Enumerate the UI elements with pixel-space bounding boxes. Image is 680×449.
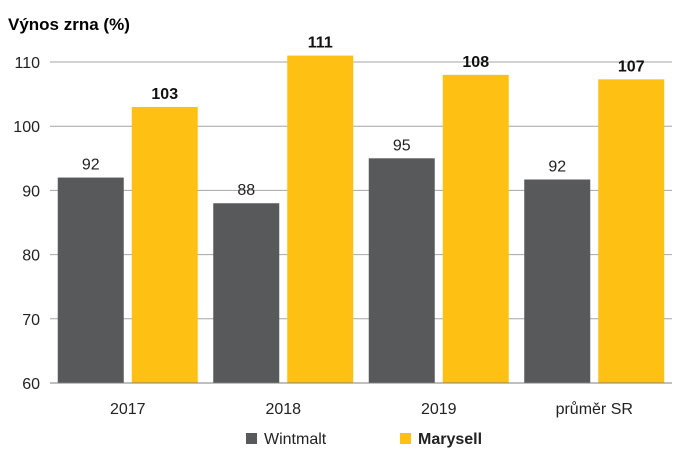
bars [57,55,665,384]
bar-marysell-3 [598,79,665,384]
bar-marysell-0 [131,106,198,383]
data-label-wintmalt-2: 95 [393,137,411,154]
legend: Wintmalt Marysell [246,431,482,448]
bar-wintmalt-2 [368,158,435,383]
x-tick-label: 2017 [110,401,146,418]
y-tick-label: 70 [22,312,40,329]
y-tick-label: 60 [22,376,40,393]
y-tick-label: 100 [13,119,40,136]
data-label-marysell-1: 111 [308,35,333,52]
legend-label-wintmalt: Wintmalt [264,431,327,448]
data-label-marysell-2: 108 [462,54,489,71]
x-tick-label: 2018 [265,401,301,418]
data-label-wintmalt-3: 92 [548,158,566,175]
legend-label-marysell: Marysell [418,431,482,448]
legend-swatch-wintmalt [246,433,257,444]
data-label-marysell-3: 107 [618,58,645,75]
bar-wintmalt-3 [524,179,591,383]
data-label-wintmalt-1: 88 [237,182,255,199]
data-labels: 92 103 88 111 95 108 92 107 [82,35,645,200]
data-label-marysell-0: 103 [151,86,178,103]
bar-wintmalt-1 [213,203,280,383]
x-tick-label: průměr SR [556,400,633,418]
y-tick-label: 90 [22,183,40,200]
bar-marysell-2 [442,74,509,383]
y-tick-label: 80 [22,248,40,265]
legend-swatch-marysell [400,433,411,444]
bar-wintmalt-0 [57,177,124,383]
bar-marysell-1 [287,55,354,384]
x-tick-label: 2019 [421,401,457,418]
y-tick-label: 110 [14,55,40,72]
y-axis-title: Výnos zrna (%) [8,15,130,34]
axes: 60 70 80 90 100 110 2017 2018 2019 průměr SR [13,55,672,418]
data-label-wintmalt-0: 92 [82,157,100,174]
